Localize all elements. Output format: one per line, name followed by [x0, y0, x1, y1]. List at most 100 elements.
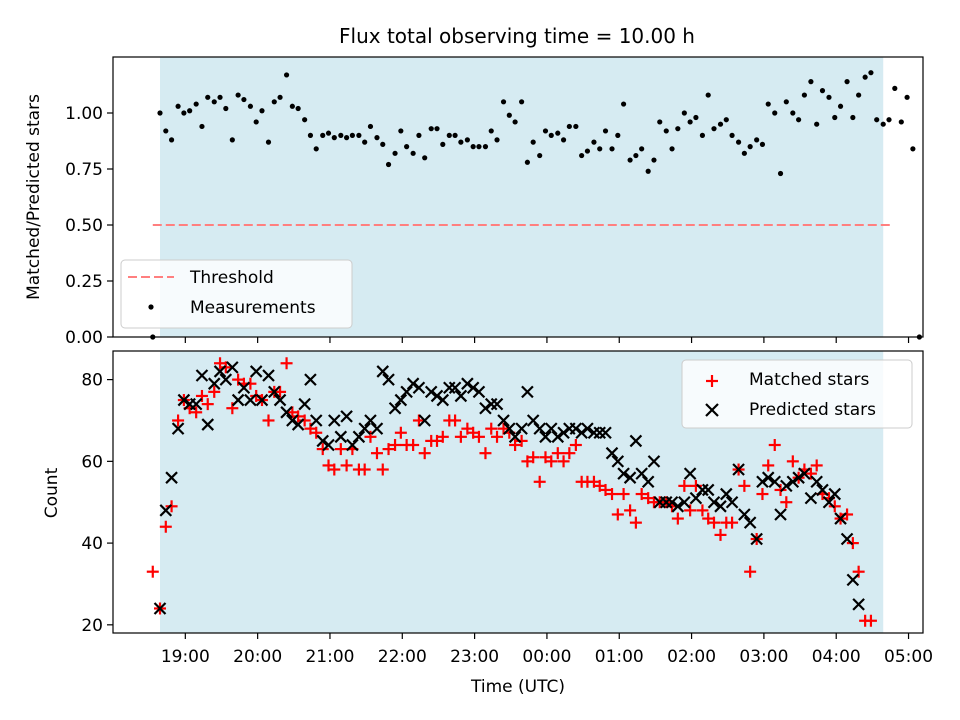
predicted-star-point: [647, 455, 661, 468]
predicted-star-point: [503, 422, 516, 435]
measurement-point: [157, 110, 163, 116]
predicted-star-point: [671, 500, 685, 513]
top-panel: 0.00 0.25 0.50 0.75 1.00 Matched/Predicted s…: [24, 56, 924, 348]
predicted-star-point: [780, 479, 793, 493]
predicted-star-point: [720, 487, 733, 501]
matched-star-point: [569, 439, 582, 451]
measurement-point: [416, 132, 422, 138]
predicted-star-point: [804, 491, 818, 505]
measurement-point: [687, 119, 693, 125]
bottom-x-ticks: 19:00 20:00 21:00 22:00 23:00 00:00 01:00 02:00…: [161, 633, 933, 667]
measurement-point: [856, 92, 862, 98]
bottom-legend-box: [681, 359, 913, 429]
measurement-point: [657, 119, 663, 125]
top-y-axis-label: Matched/Predicted stars: [24, 94, 44, 300]
predicted-star-point: [466, 381, 480, 395]
measurement-point: [524, 159, 531, 165]
matched-star-point: [449, 414, 462, 427]
measurement-point: [837, 103, 844, 109]
predicted-star-point: [165, 471, 178, 484]
measurement-point: [729, 132, 735, 138]
measurement-point: [808, 79, 814, 85]
legend-matched-label: Matched stars: [749, 370, 869, 390]
measurement-point: [777, 170, 784, 177]
measurement-point: [790, 110, 796, 116]
measurement-point: [362, 139, 368, 145]
x-tick-label: 19:00: [161, 647, 210, 667]
matched-star-point: [310, 426, 323, 439]
matched-star-point: [756, 488, 769, 501]
predicted-star-point: [732, 463, 745, 476]
matched-star-point: [515, 434, 528, 447]
matched-star-point: [298, 414, 311, 427]
legend-measurements-label: Measurements: [190, 298, 316, 318]
predicted-star-point: [412, 381, 426, 395]
predicted-star-point: [436, 393, 450, 407]
measurement-point: [374, 135, 380, 141]
measurement-point: [458, 139, 464, 145]
measurement-point: [868, 70, 874, 76]
predicted-star-point: [665, 495, 679, 509]
predicted-star-point: [382, 373, 395, 386]
measurement-point: [772, 110, 778, 116]
predicted-star-point: [611, 455, 625, 468]
predicted-star-point: [322, 438, 335, 452]
x-tick-label: 02:00: [667, 647, 716, 667]
bottom-y-tick-label: 40: [81, 534, 103, 554]
predicted-star-point: [521, 385, 534, 399]
measurement-point: [307, 132, 314, 138]
predicted-star-point: [641, 475, 655, 489]
matched-star-point: [509, 439, 522, 451]
measurement-point: [627, 157, 633, 163]
predicted-star-point: [828, 487, 842, 501]
matched-star-point: [726, 516, 739, 529]
matched-star-point: [810, 459, 823, 472]
measurement-point: [338, 132, 344, 138]
measurement-point: [313, 146, 319, 152]
predicted-star-point: [400, 385, 413, 399]
matched-star-point: [671, 512, 684, 525]
matched-star-point: [551, 447, 564, 460]
predicted-star-point: [273, 393, 287, 407]
predicted-star-point: [707, 495, 721, 509]
matched-star-point: [316, 443, 329, 456]
predicted-star-point: [171, 422, 185, 435]
predicted-star-point: [454, 389, 468, 403]
figure-title: Flux total observing time = 10.00 h: [339, 24, 695, 48]
measurement-point: [898, 119, 904, 125]
matched-star-point: [629, 516, 642, 529]
measurement-point: [519, 99, 525, 105]
measurement-point: [832, 114, 838, 121]
measurement-point: [548, 132, 554, 138]
measurement-point: [187, 108, 193, 114]
measurement-point: [385, 161, 392, 168]
top-x-ticks: [184, 337, 910, 343]
predicted-star-point: [689, 491, 703, 505]
predicted-star-point: [189, 397, 203, 411]
matched-star-point: [292, 410, 305, 423]
measurement-point: [602, 128, 609, 134]
bottom-y-tick-label: 60: [81, 452, 103, 472]
matched-star-point: [606, 488, 619, 501]
matched-star-point: [533, 475, 546, 488]
predicted-star-point: [159, 504, 173, 517]
x-tick-label: 20:00: [233, 647, 282, 667]
measurement-point: [801, 92, 807, 98]
measurement-point: [717, 121, 724, 127]
measurement-point: [283, 72, 290, 78]
measurement-point: [247, 103, 254, 109]
measurement-point: [331, 135, 337, 141]
measurement-point: [163, 128, 169, 134]
measurement-point: [494, 137, 500, 143]
matched-star-point: [774, 483, 787, 496]
x-axis-label: Time (UTC): [470, 677, 565, 697]
predicted-star-point: [316, 434, 330, 448]
measurement-point: [271, 99, 277, 105]
predicted-star-point: [508, 430, 522, 444]
measurement-point: [645, 168, 651, 174]
predicted-star-point: [237, 381, 251, 395]
top-y-tick-label: 0.25: [65, 272, 103, 292]
matched-star-point: [780, 496, 793, 509]
measurement-point: [723, 117, 729, 123]
